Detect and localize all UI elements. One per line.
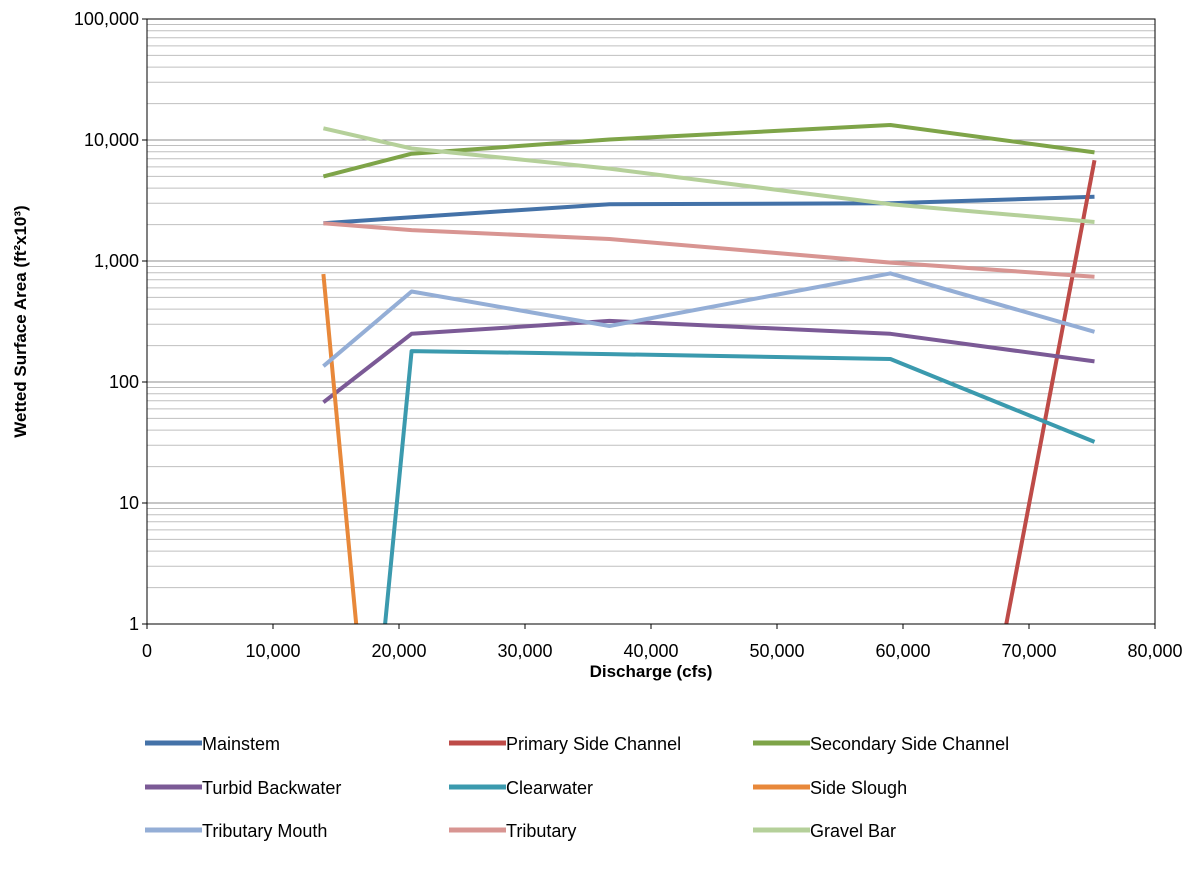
x-tick-label: 50,000 xyxy=(749,641,804,661)
grid-lines xyxy=(147,24,1155,589)
legend-label-primary-side-channel: Primary Side Channel xyxy=(506,734,681,754)
y-tick-label: 1 xyxy=(129,614,139,634)
x-tick-label: 60,000 xyxy=(875,641,930,661)
y-tick-label: 1,000 xyxy=(94,251,139,271)
legend-label-tributary: Tributary xyxy=(506,821,576,841)
y-tick-label: 10 xyxy=(119,493,139,513)
x-tick-label: 80,000 xyxy=(1127,641,1182,661)
x-tick-label: 30,000 xyxy=(497,641,552,661)
series-line-clearwater xyxy=(383,349,1096,624)
legend-label-side-slough: Side Slough xyxy=(810,778,907,798)
y-tick-label: 10,000 xyxy=(84,130,139,150)
y-tick-label: 100 xyxy=(109,372,139,392)
series-line-tributary xyxy=(323,221,1095,279)
legend-label-tributary-mouth: Tributary Mouth xyxy=(202,821,327,841)
x-tick-label: 10,000 xyxy=(245,641,300,661)
y-tick-label: 100,000 xyxy=(74,9,139,29)
x-tick-label: 0 xyxy=(142,641,152,661)
y-axis-title: Wetted Surface Area (ft²x10³) xyxy=(11,205,30,437)
series-line-turbid-backwater xyxy=(322,318,1095,404)
series-line-tributary-mouth xyxy=(322,271,1096,368)
y-axis-ticks: 1 10 100 1,000 10,000 100,000 xyxy=(74,9,147,634)
x-tick-label: 20,000 xyxy=(371,641,426,661)
legend-label-secondary-side-channel: Secondary Side Channel xyxy=(810,734,1009,754)
legend: Mainstem Primary Side Channel Secondary Si… xyxy=(145,734,1009,841)
series-lines xyxy=(321,123,1097,624)
legend-label-clearwater: Clearwater xyxy=(506,778,593,798)
series-line-side-slough xyxy=(321,273,359,624)
series-line-secondary-side-channel xyxy=(322,123,1095,179)
x-tick-label: 70,000 xyxy=(1001,641,1056,661)
series-line-gravel-bar xyxy=(322,126,1095,224)
series-line-primary-side-channel xyxy=(1004,159,1097,624)
legend-label-gravel-bar: Gravel Bar xyxy=(810,821,896,841)
series-line-mainstem xyxy=(323,194,1095,226)
legend-label-turbid-backwater: Turbid Backwater xyxy=(202,778,341,798)
legend-label-mainstem: Mainstem xyxy=(202,734,280,754)
x-tick-label: 40,000 xyxy=(623,641,678,661)
x-axis-ticks: 0 10,000 20,000 30,000 40,000 50,000 60,000 70,… xyxy=(142,624,1183,661)
x-axis-title: Discharge (cfs) xyxy=(590,662,713,681)
